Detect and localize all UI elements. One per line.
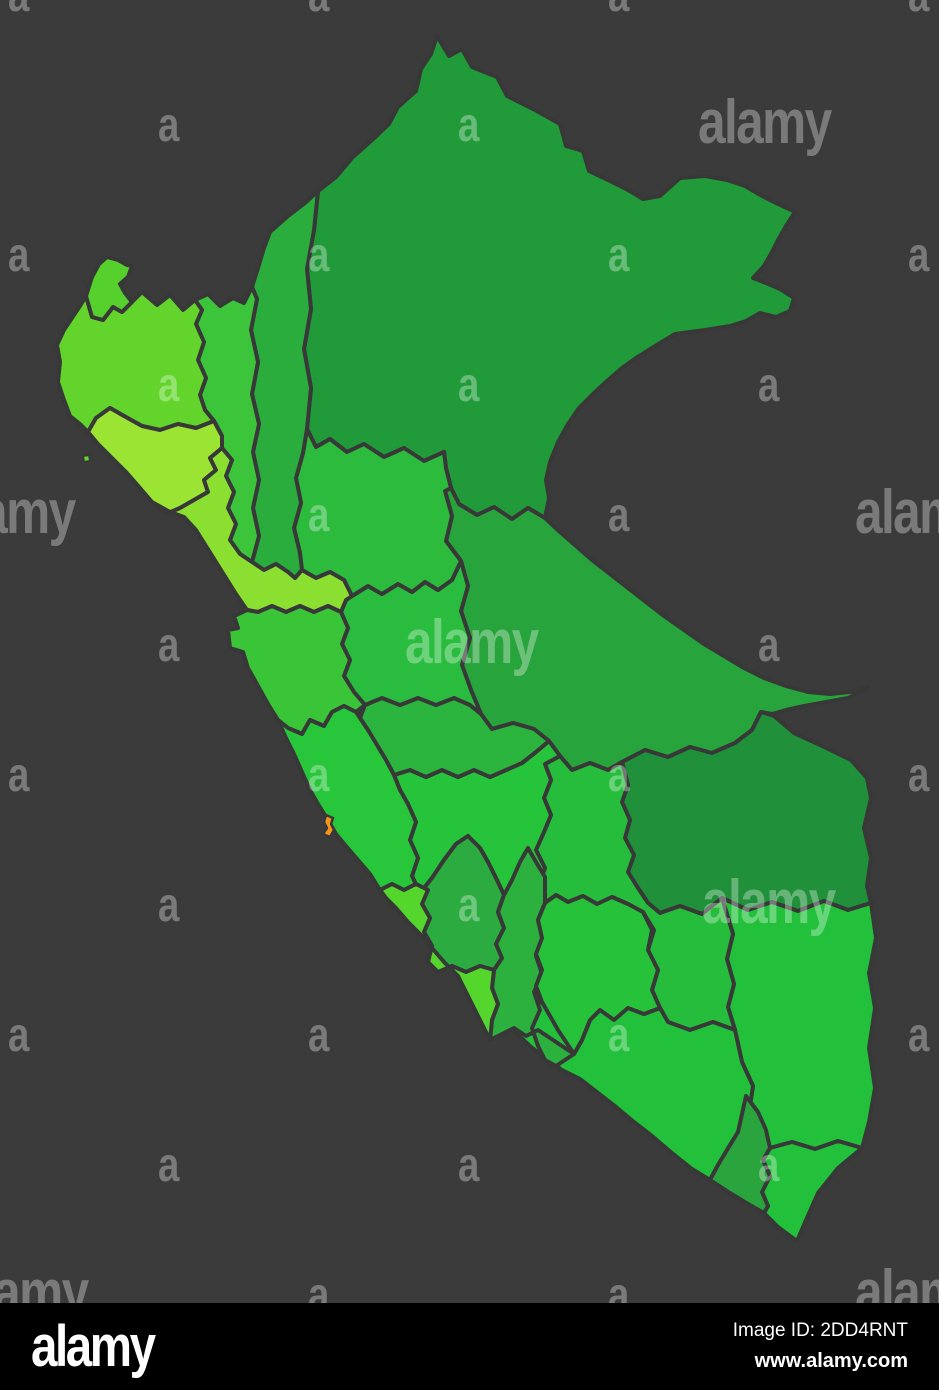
watermark-symbol: a bbox=[458, 879, 480, 932]
watermark-symbol: a bbox=[608, 1009, 630, 1062]
region-la-libertad bbox=[150, 446, 354, 614]
watermark-symbol: a bbox=[158, 99, 180, 152]
watermark-symbol: a bbox=[908, 0, 930, 22]
region-apurimac bbox=[534, 893, 662, 1056]
watermark-symbol: a bbox=[158, 879, 180, 932]
image-id-label: Image ID: 2DD4RNT bbox=[732, 1320, 908, 1342]
website-url: www.alamy.com bbox=[754, 1349, 908, 1372]
watermark-symbol: a bbox=[908, 1009, 930, 1062]
watermark-symbol: a bbox=[308, 749, 330, 802]
alamy-logo: alamy bbox=[31, 1313, 156, 1379]
region-tumbes bbox=[84, 255, 134, 322]
watermark-symbol: a bbox=[608, 489, 630, 542]
watermark-wordmark: alamy bbox=[0, 477, 76, 547]
watermark-symbol: a bbox=[8, 0, 30, 22]
watermark-symbol: a bbox=[908, 229, 930, 282]
watermark-symbol: a bbox=[608, 229, 630, 282]
region-piura bbox=[55, 290, 216, 434]
footer-bar: alamy Image ID: 2DD4RNT www.alamy.com bbox=[0, 1303, 939, 1390]
watermark-symbol: a bbox=[308, 1009, 330, 1062]
watermark-symbol: a bbox=[758, 359, 780, 412]
watermark-symbol: a bbox=[458, 99, 480, 152]
region-callao bbox=[321, 813, 336, 839]
watermark-symbol: a bbox=[608, 749, 630, 802]
watermark-wordmark: alamy bbox=[855, 477, 939, 547]
watermark-symbol: a bbox=[8, 229, 30, 282]
watermark-symbol: a bbox=[308, 0, 330, 22]
watermark-symbol: a bbox=[158, 619, 180, 672]
watermark-symbol: a bbox=[158, 359, 180, 412]
watermark-symbol: a bbox=[308, 229, 330, 282]
watermark-wordmark: alamy bbox=[702, 867, 836, 937]
region-moquegua bbox=[708, 1094, 772, 1215]
watermark-wordmark: alamy bbox=[405, 607, 539, 677]
region-island bbox=[82, 454, 91, 463]
watermark-symbol: a bbox=[908, 749, 930, 802]
watermark-symbol: a bbox=[458, 359, 480, 412]
watermark-symbol: a bbox=[158, 1139, 180, 1192]
watermark-symbol: a bbox=[758, 1139, 780, 1192]
watermark-wordmark: alamy bbox=[698, 87, 832, 157]
watermark-symbol: a bbox=[758, 619, 780, 672]
watermark-symbol: a bbox=[608, 0, 630, 22]
watermark-symbol: a bbox=[458, 1139, 480, 1192]
region-ica bbox=[378, 882, 500, 1042]
image-credit: Image ID: 2DD4RNT www.alamy.com bbox=[733, 1316, 908, 1376]
watermark-symbol: a bbox=[8, 1009, 30, 1062]
watermark-symbol: a bbox=[8, 749, 30, 802]
watermark-symbol: a bbox=[308, 489, 330, 542]
